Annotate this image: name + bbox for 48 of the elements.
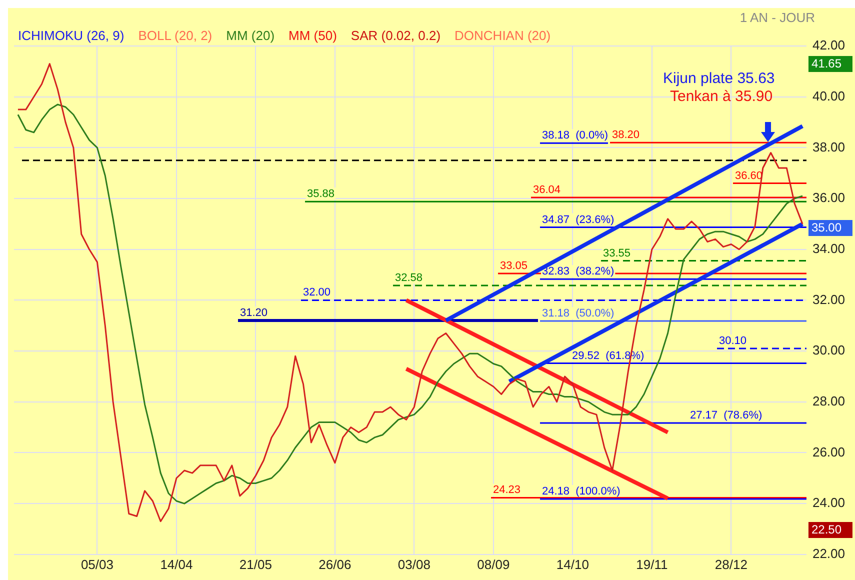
y-tick-label: 40.00 bbox=[812, 88, 846, 104]
ref-line-label: 34.87 (23.6%) bbox=[542, 214, 614, 226]
y-tick-label: 30.00 bbox=[812, 342, 846, 358]
ref-line-label: 33.05 bbox=[500, 260, 528, 272]
x-tick-label: 26/06 bbox=[318, 556, 352, 572]
ref-line-label: 36.04 bbox=[533, 184, 561, 196]
annotation: Kijun plate 35.63 bbox=[663, 70, 775, 87]
ref-line-label: 32.58 bbox=[395, 272, 423, 284]
y-tick-label: 24.00 bbox=[812, 495, 846, 510]
annotation: Tenkan à 35.90 bbox=[670, 88, 773, 105]
text: SAR (0.02, 0.2) bbox=[350, 28, 441, 43]
text: MM (20) bbox=[226, 28, 275, 43]
y-tick-label: 28.00 bbox=[812, 393, 846, 408]
y-tick-label: 32.00 bbox=[812, 292, 846, 307]
y-tick-label: 22.00 bbox=[812, 546, 846, 561]
ref-line-label: 38.18 (0.0%) bbox=[542, 130, 608, 142]
x-tick-label: 28/12 bbox=[714, 556, 748, 572]
y-tick-label: 26.00 bbox=[812, 444, 846, 460]
ref-line-label: 30.10 bbox=[719, 335, 747, 348]
y-tick-label: 36.00 bbox=[812, 190, 846, 206]
x-tick-label: 14/10 bbox=[556, 556, 589, 572]
text: 41.65 bbox=[811, 56, 842, 70]
x-tick-label: 05/03 bbox=[80, 556, 114, 572]
x-tick-label: 14/04 bbox=[160, 556, 193, 572]
x-tick-label: 21/05 bbox=[239, 556, 272, 572]
y-tick-label: 34.00 bbox=[812, 240, 846, 256]
ref-line-label: 38.20 bbox=[612, 129, 640, 142]
ref-line-label: 35.88 bbox=[307, 188, 335, 200]
text: MM (50) bbox=[288, 28, 337, 43]
text: 1 AN - JOUR bbox=[740, 10, 815, 25]
ref-line-label: 31.20 bbox=[240, 307, 268, 320]
x-tick-label: 08/09 bbox=[477, 556, 510, 572]
text: 22.50 bbox=[811, 522, 842, 536]
ref-line-label: 31.18 (50.0%) bbox=[542, 308, 614, 320]
text: 35.00 bbox=[811, 220, 842, 234]
x-tick-label: 03/08 bbox=[398, 556, 430, 572]
ref-line-label: 24.23 bbox=[493, 484, 521, 496]
y-tick-label: 42.00 bbox=[812, 38, 846, 53]
ref-line-label: 24.18 (100.0%) bbox=[542, 486, 620, 498]
ref-line-label: 32.00 bbox=[303, 286, 331, 299]
ref-line-label: 36.60 bbox=[735, 170, 763, 182]
text: ICHIMOKU (26, 9) bbox=[18, 28, 124, 43]
ref-line-label: 33.55 bbox=[603, 247, 631, 260]
text: BOLL (20, 2) bbox=[138, 28, 212, 43]
text: DONCHIAN (20) bbox=[454, 28, 551, 43]
x-tick-label: 19/11 bbox=[636, 556, 668, 572]
y-tick-label: 38.00 bbox=[812, 139, 846, 154]
ref-line-label: 27.17 (78.6%) bbox=[690, 410, 762, 422]
